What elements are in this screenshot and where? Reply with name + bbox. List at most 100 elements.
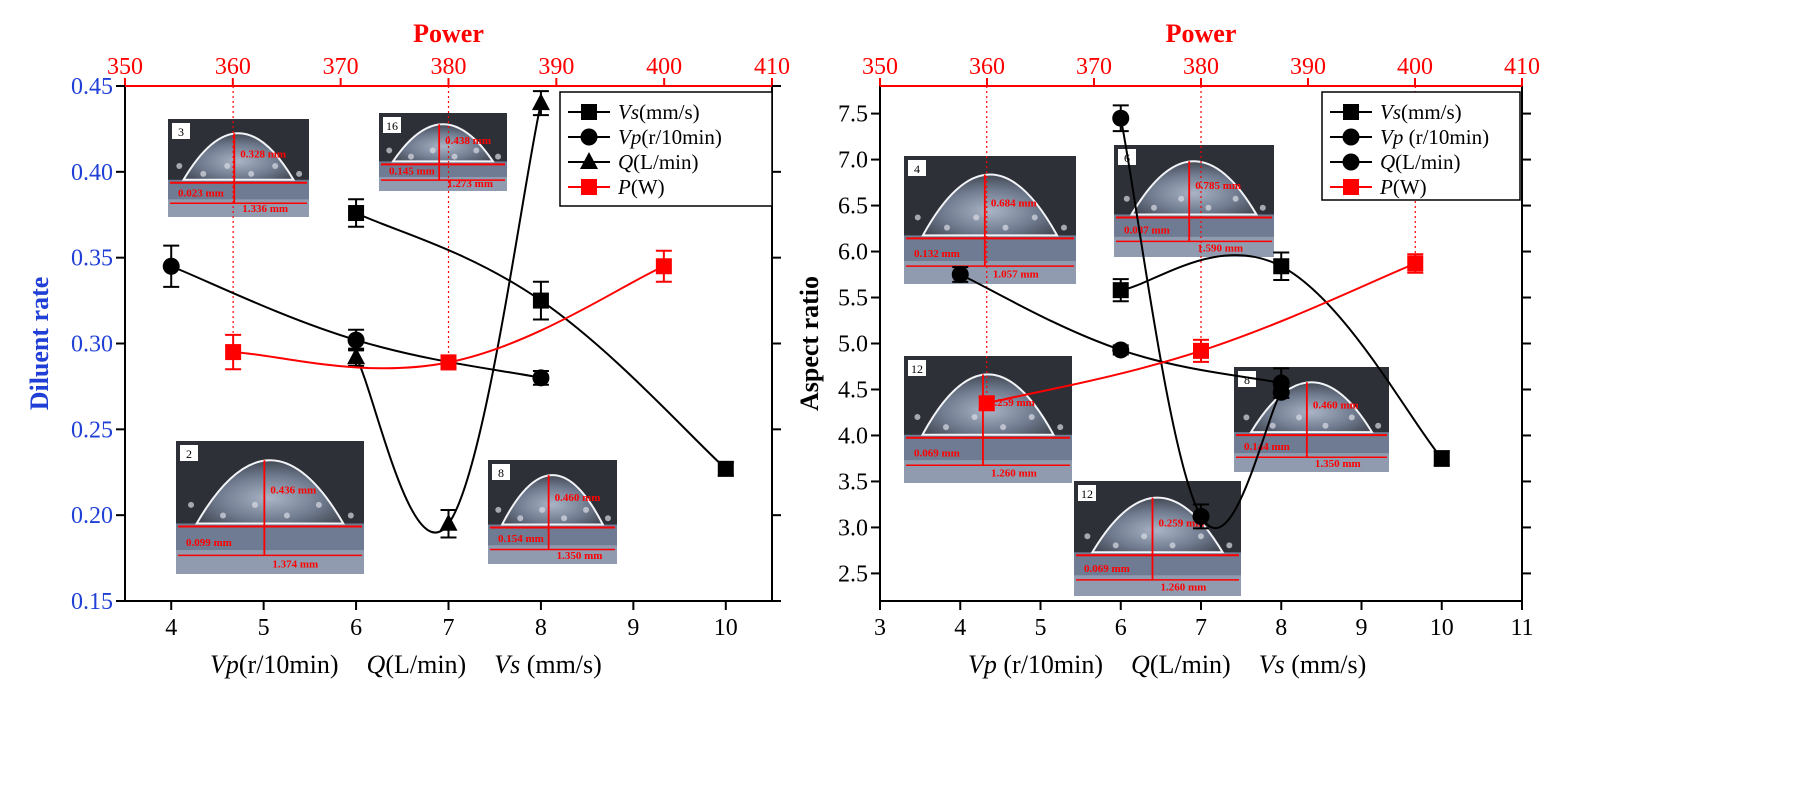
top-axis-title: Power [413, 19, 484, 48]
photo-tag-box [908, 360, 926, 376]
photo-particle [272, 163, 279, 170]
photo-particle [1348, 414, 1355, 421]
y-tick-label: 7.0 [838, 148, 868, 174]
x-axis-title: Vp(r/10min) Q(L/min) Vs (mm/s) [210, 650, 602, 679]
legend-entry-unit: (L/min) [633, 150, 698, 174]
y-tick-label: 0.25 [71, 417, 113, 443]
photo-tag: 8 [1244, 373, 1250, 387]
photo-particle [347, 512, 354, 519]
diluent-rate-chart: 3 0.023 mm 1.336 mm 0.328 mm 16 0.145 mm 1.273… [25, 19, 790, 679]
photo-tag-box [172, 123, 190, 139]
data-point [1112, 341, 1130, 359]
photo-tag-box [1078, 485, 1096, 501]
photo-particle [408, 153, 414, 160]
photo-label-a: 0.069 mm [914, 447, 960, 459]
legend-entry: P(W) [1379, 175, 1427, 199]
series-vs [1112, 251, 1450, 467]
legend-marker [581, 104, 597, 120]
photo-particle [1205, 204, 1212, 211]
y-tick-label: 2.5 [838, 561, 868, 587]
x-axis-title-part: Vs [1259, 650, 1285, 679]
legend-entry-unit: (r/10min) [1403, 125, 1489, 149]
y-tick-label: 4.0 [838, 423, 868, 449]
top-tick-label: 390 [538, 54, 574, 80]
photo-clad-bead [391, 123, 495, 163]
photo-particle [1296, 414, 1303, 421]
photo-label-a: 0.132 mm [914, 248, 960, 260]
photo-label-b: 1.590 mm [1197, 242, 1243, 254]
aspect-ratio-chart: 4 0.132 mm 1.057 mm 0.684 mm 6 0.037 mm 1.590 … [795, 19, 1540, 679]
x-tick-label: 4 [954, 615, 966, 641]
photo-tag: 2 [186, 447, 192, 461]
x-axis-title: Vp (r/10min) Q(L/min) Vs (mm/s) [968, 650, 1366, 679]
legend-entry-name: Q [618, 150, 633, 174]
photo-particle [429, 147, 436, 154]
photo-particle [1031, 214, 1038, 221]
photo-particle [944, 224, 950, 231]
x-tick-label: 5 [1035, 615, 1047, 641]
cross-section-photo-3: 8 0.144 mm 1.350 mm 0.460 mm [1234, 367, 1389, 472]
legend-entry-unit: (L/min) [1395, 150, 1460, 174]
y-tick-label: 6.0 [838, 240, 868, 266]
photo-label-c: 0.259 mm [1158, 517, 1204, 529]
photo-particle [517, 515, 524, 522]
photo-particle [1322, 422, 1329, 429]
cross-section-photo-0: 3 0.023 mm 1.336 mm 0.328 mm [168, 119, 309, 217]
photo-particle [1232, 195, 1239, 202]
legend-entry-unit: (W) [1393, 175, 1427, 199]
legend-entry: Vs(mm/s) [618, 100, 700, 124]
top-tick-label: 380 [431, 54, 467, 80]
legend-marker [581, 179, 597, 195]
legend-marker [1342, 153, 1360, 171]
data-point [225, 344, 242, 361]
top-tick-label: 400 [646, 54, 682, 80]
photo-particle [473, 147, 480, 154]
x-tick-label: 9 [1356, 615, 1368, 641]
photo-tag: 12 [1081, 487, 1093, 501]
photo-particle [248, 170, 255, 177]
y-axis-title: Aspect ratio [795, 276, 824, 411]
top-tick-label: 360 [215, 54, 251, 80]
x-axis-title-part: (r/10min) [997, 650, 1103, 679]
photo-particle [296, 170, 303, 177]
top-tick-label: 380 [1183, 54, 1219, 80]
photo-tag: 12 [911, 362, 923, 376]
photo-label-c: 0.684 mm [991, 198, 1037, 210]
photo-particle [971, 413, 978, 420]
data-point [348, 205, 365, 222]
legend-entry-name: Vp [618, 125, 641, 149]
photo-label-c: 0.438 mm [445, 135, 491, 147]
y-tick-label: 0.40 [71, 160, 113, 186]
data-point [1273, 258, 1290, 275]
x-tick-label: 10 [714, 615, 738, 641]
photo-clad-bead [181, 132, 296, 181]
series-line [355, 102, 542, 534]
photo-tag-box [908, 160, 926, 176]
x-axis-title-part: Q [1131, 650, 1150, 679]
photo-particle [1112, 542, 1119, 549]
photo-label-b: 1.260 mm [1160, 581, 1206, 593]
legend: Vs(mm/s)Vp (r/10min)Q(L/min)P(W) [1321, 91, 1521, 201]
top-tick-label: 410 [754, 54, 790, 80]
photo-label-a: 0.037 mm [1124, 224, 1170, 236]
cross-section-photo-4: 12 0.069 mm 1.260 mm 0.259 mm [904, 356, 1072, 483]
photo-particle [1000, 424, 1007, 431]
photo-particle [1269, 422, 1276, 429]
photo-particle [251, 501, 258, 508]
photo-particle [604, 515, 611, 522]
photo-particle [1259, 204, 1266, 211]
photo-tag-box [1238, 371, 1256, 387]
photo-label-c: 0.259 mm [989, 397, 1035, 409]
photo-particle [973, 214, 980, 221]
photo-tag-box [492, 464, 510, 480]
photo-particle [1226, 542, 1233, 549]
legend-entry-unit: (mm/s) [639, 100, 700, 124]
photo-label-a: 0.099 mm [186, 537, 232, 549]
photo-label-c: 0.436 mm [270, 485, 316, 497]
photo-particle [495, 506, 502, 513]
data-point [1407, 255, 1424, 272]
photo-substrate-lower [1114, 236, 1274, 257]
photo-tag-box [180, 445, 198, 461]
x-axis-title-part: (mm/s) [520, 650, 602, 679]
